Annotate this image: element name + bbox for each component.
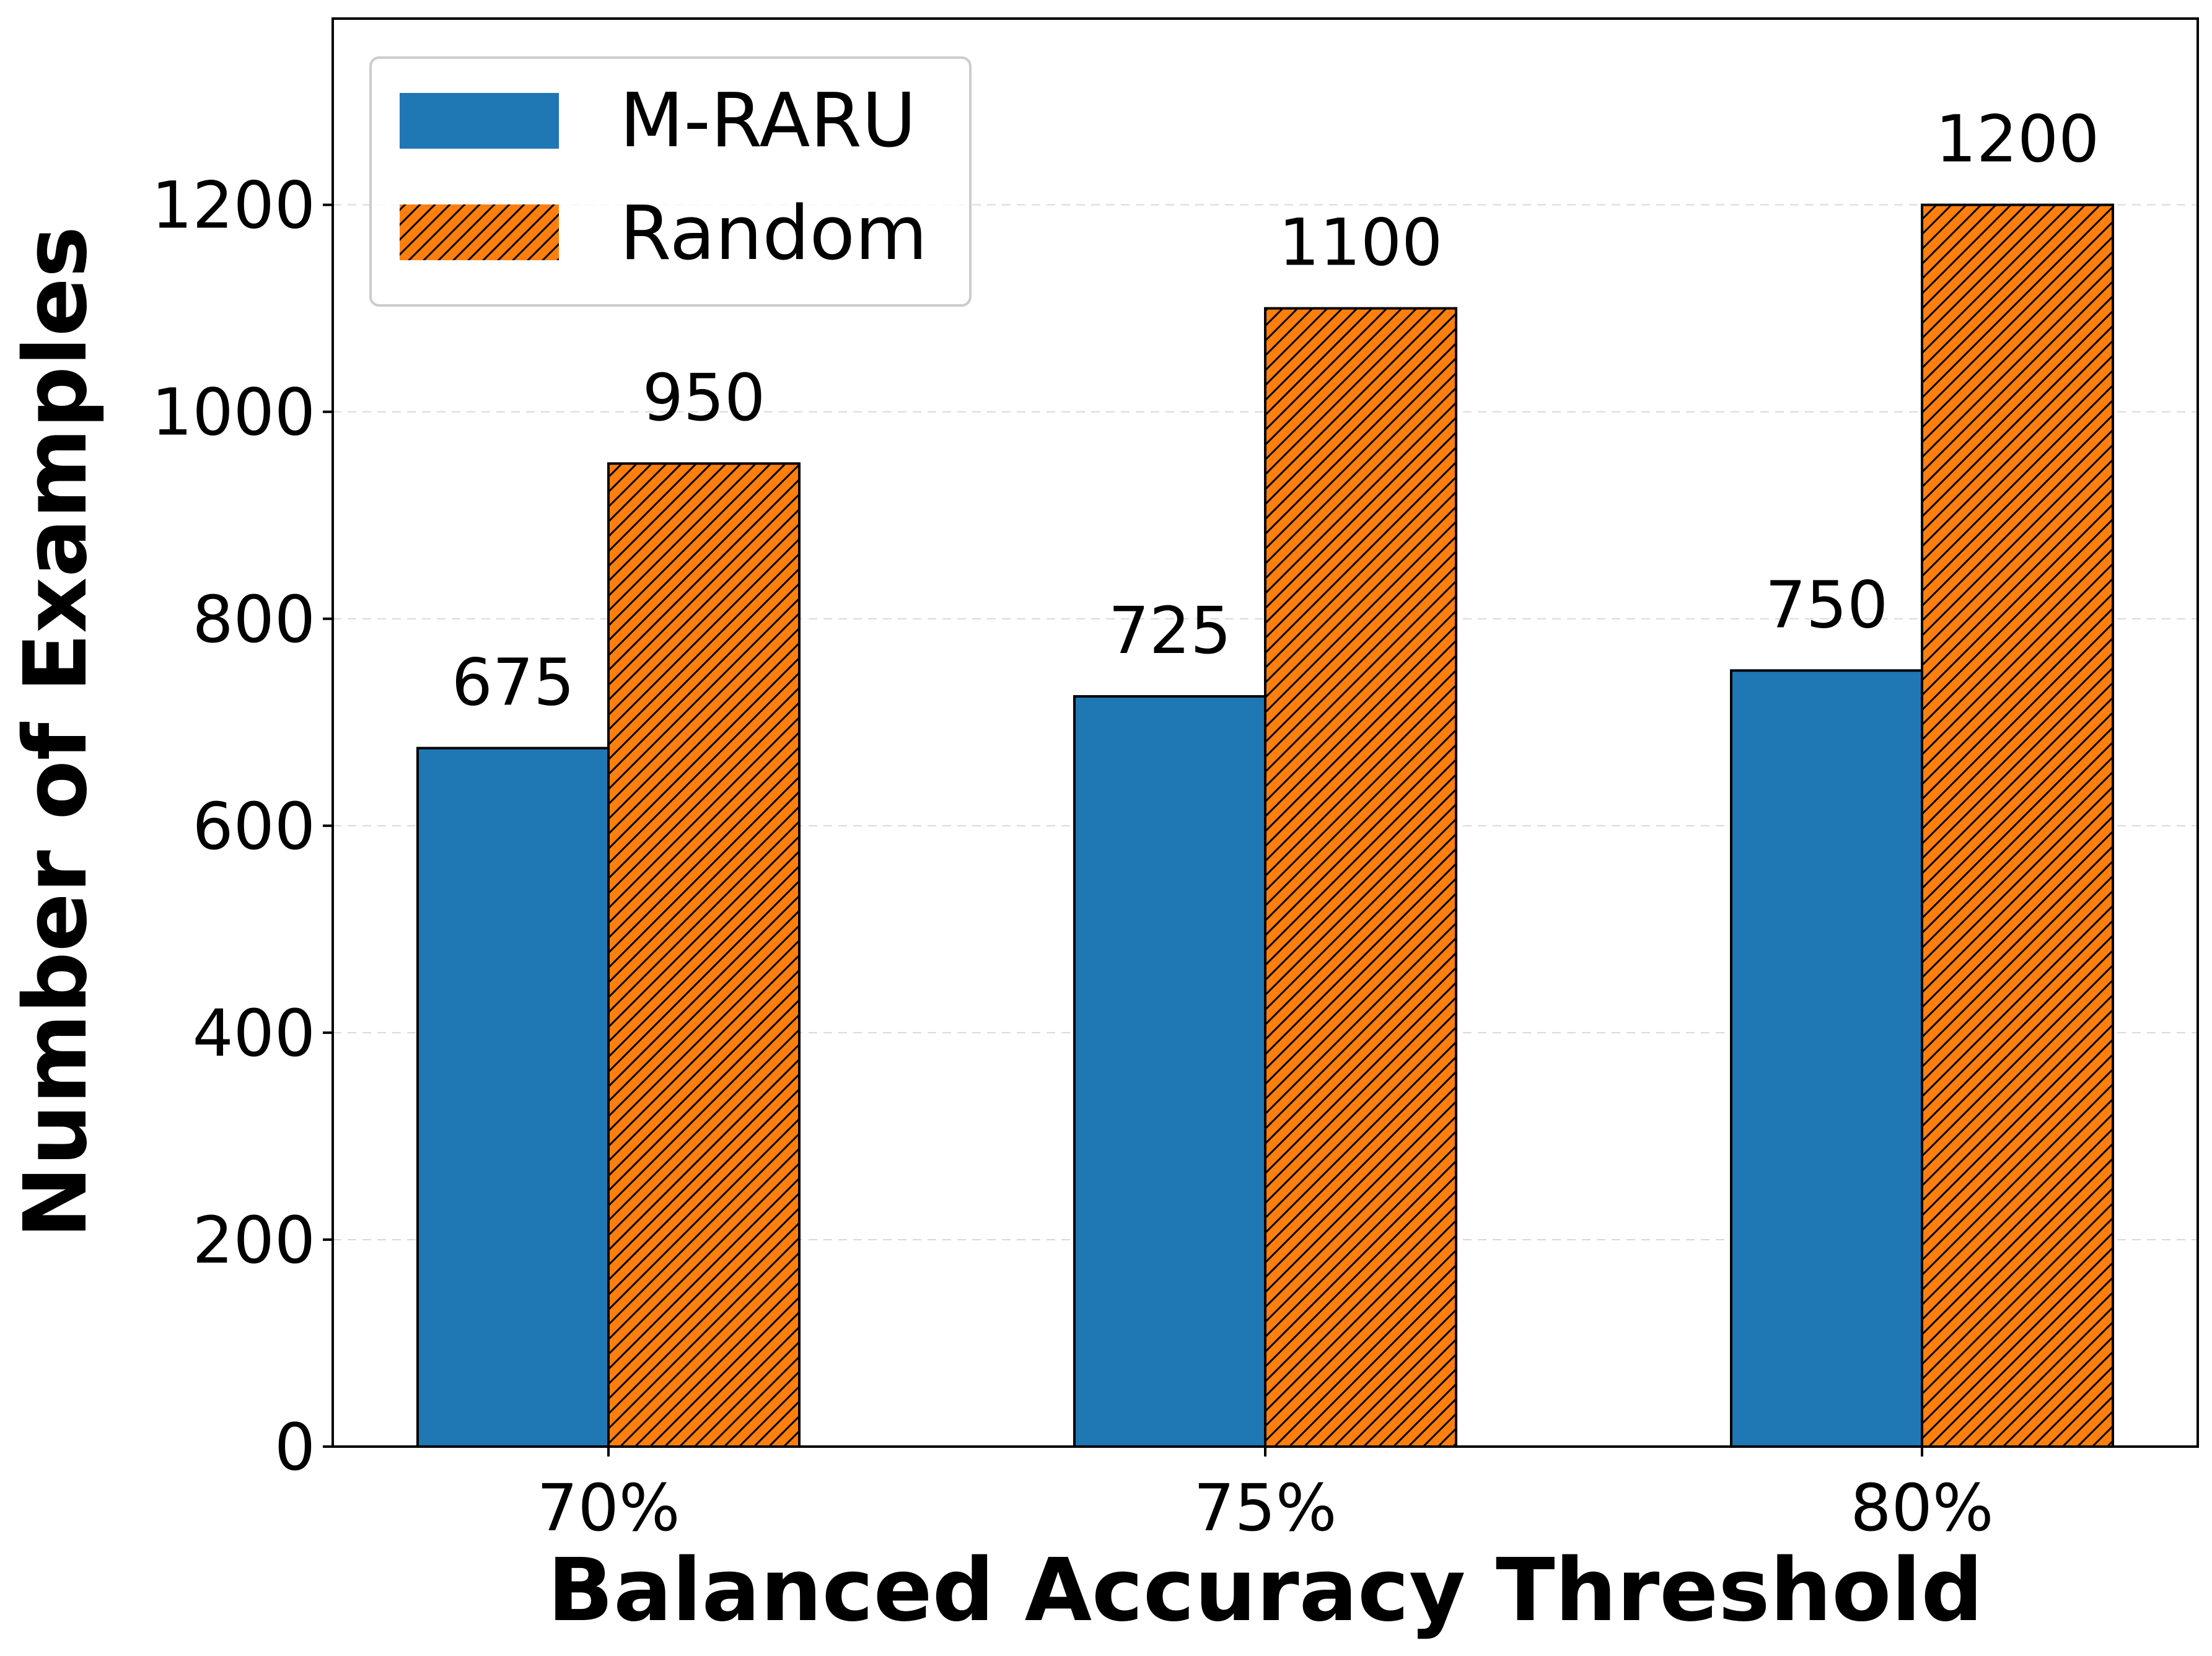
data-labels: 675 950 725 1100 750 1200 — [452, 102, 2100, 721]
y-tick-label: 1000 — [151, 375, 315, 450]
bar-m-raru — [416, 747, 610, 1448]
legend-swatch-random — [400, 204, 559, 260]
y-axis-title: Number of Examples — [6, 226, 107, 1238]
y-tick-label: 1200 — [151, 168, 315, 243]
x-axis-title: Balanced Accuracy Threshold — [547, 1540, 1983, 1641]
y-tick-label: 0 — [274, 1409, 315, 1485]
x-tick-label: 75% — [1193, 1470, 1336, 1546]
legend-label-m-raru: M-RARU — [620, 78, 916, 164]
bar-random — [607, 462, 801, 1448]
x-axis-ticks: 70% 75% 80% — [537, 1447, 1994, 1546]
legend-swatch-m-raru — [400, 93, 559, 149]
bar-random — [1921, 203, 2114, 1448]
data-label: 675 — [452, 645, 575, 721]
y-tick-label: 800 — [192, 582, 315, 657]
bars — [416, 203, 2114, 1448]
y-tick-label: 600 — [192, 789, 315, 864]
data-label: 1200 — [1936, 102, 2100, 177]
data-label: 750 — [1765, 567, 1889, 642]
x-tick-label: 70% — [537, 1470, 680, 1546]
data-label: 1100 — [1279, 205, 1443, 281]
bar-m-raru — [1073, 695, 1266, 1448]
y-tick-label: 400 — [192, 996, 315, 1071]
bar-random — [1264, 307, 1457, 1448]
bar-m-raru — [1730, 669, 1923, 1448]
data-label: 725 — [1108, 593, 1232, 668]
legend-label-random: Random — [620, 191, 928, 277]
legend: M-RARU Random — [369, 56, 972, 307]
y-tick-label: 200 — [192, 1203, 315, 1278]
y-axis-ticks: 0 200 400 600 800 1000 1200 — [151, 168, 333, 1485]
x-tick-label: 80% — [1850, 1470, 1993, 1546]
data-label: 950 — [643, 360, 766, 436]
